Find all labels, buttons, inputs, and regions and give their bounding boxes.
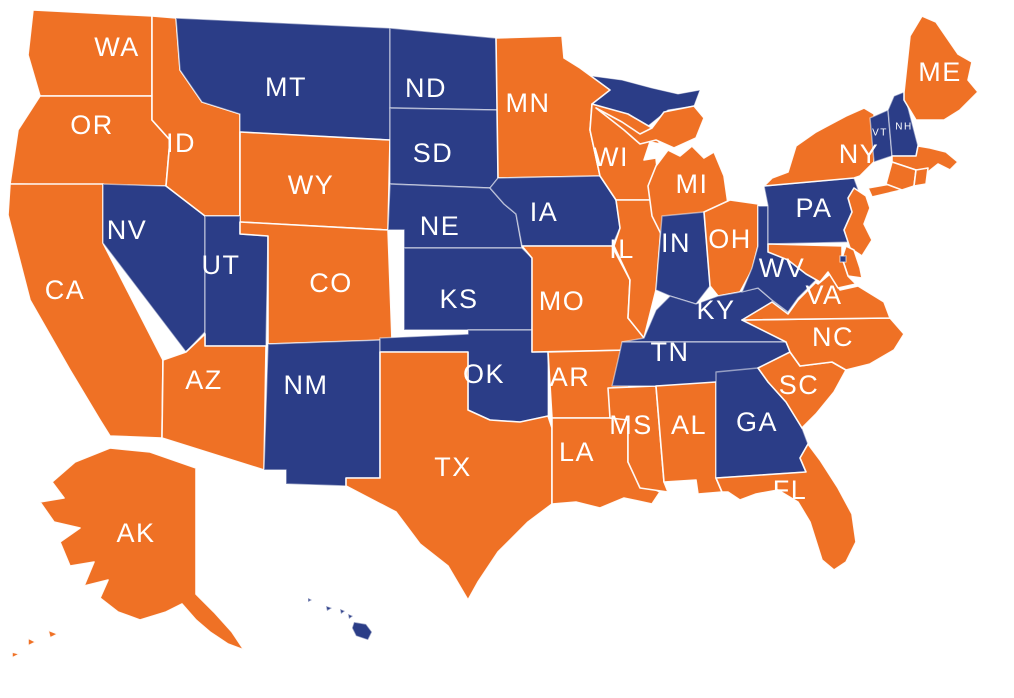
state-ks[interactable] xyxy=(403,247,533,331)
state-ct[interactable] xyxy=(885,161,917,191)
state-wa[interactable] xyxy=(27,9,153,97)
state-hi[interactable] xyxy=(307,597,373,641)
state-mi[interactable] xyxy=(595,105,729,243)
state-in[interactable] xyxy=(655,211,711,305)
state-al[interactable] xyxy=(655,381,723,495)
state-nm[interactable] xyxy=(263,339,381,487)
state-me[interactable] xyxy=(903,15,979,121)
state-wi[interactable] xyxy=(589,103,661,201)
state-tx[interactable] xyxy=(345,351,553,601)
state-nd[interactable] xyxy=(389,27,499,111)
state-or[interactable] xyxy=(9,95,171,187)
state-nc[interactable] xyxy=(741,317,905,371)
state-dc[interactable] xyxy=(839,255,847,263)
state-fl[interactable] xyxy=(715,443,857,571)
state-az[interactable] xyxy=(161,333,267,471)
state-wy[interactable] xyxy=(239,131,391,231)
state-ri[interactable] xyxy=(913,167,929,187)
state-nj[interactable] xyxy=(843,187,873,257)
state-ak[interactable] xyxy=(11,447,245,659)
state-sd[interactable] xyxy=(389,107,499,189)
